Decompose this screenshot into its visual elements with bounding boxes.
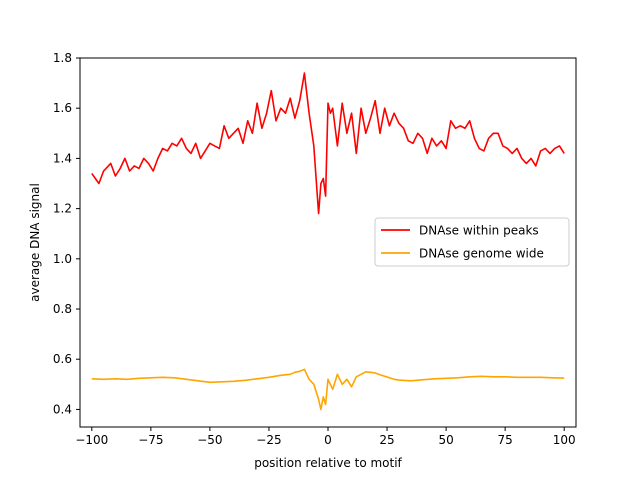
y-tick-label: 1.8 <box>53 51 72 65</box>
x-tick-label: 100 <box>553 433 576 447</box>
x-axis-label: position relative to motif <box>254 456 402 470</box>
legend-box <box>374 217 570 267</box>
y-tick-label: 0.4 <box>53 402 72 416</box>
y-axis-label: average DNA signal <box>28 183 42 302</box>
x-tick-label: −25 <box>256 433 281 447</box>
x-tick-label: 50 <box>438 433 453 447</box>
legend-label-dnase-within-peaks: DNAse within peaks <box>419 224 539 238</box>
y-tick-label: 1.4 <box>53 151 72 165</box>
legend: DNAse within peaks DNAse genome wide <box>374 217 570 267</box>
y-tick-label: 1.2 <box>53 202 72 216</box>
y-tick-label: 0.8 <box>53 302 72 316</box>
x-tick-label: 0 <box>324 433 332 447</box>
x-axis: −100 −75 −50 −25 0 25 50 75 100 <box>75 427 576 447</box>
y-tick-label: 1.6 <box>53 101 72 115</box>
x-tick-label: −50 <box>197 433 222 447</box>
y-tick-label: 1.0 <box>53 252 72 266</box>
series-line-dnase-genome-wide <box>91 368 565 411</box>
series-line-dnase-within-peaks <box>91 72 565 215</box>
legend-label-dnase-genome-wide: DNAse genome wide <box>419 247 544 261</box>
x-tick-label: −100 <box>75 433 108 447</box>
x-tick-label: −75 <box>138 433 163 447</box>
y-axis: 0.4 0.6 0.8 1.0 1.2 1.4 1.6 1.8 <box>53 51 80 416</box>
y-tick-label: 0.6 <box>53 352 72 366</box>
x-tick-label: 25 <box>379 433 394 447</box>
x-tick-label: 75 <box>498 433 513 447</box>
series-layer <box>91 72 565 411</box>
